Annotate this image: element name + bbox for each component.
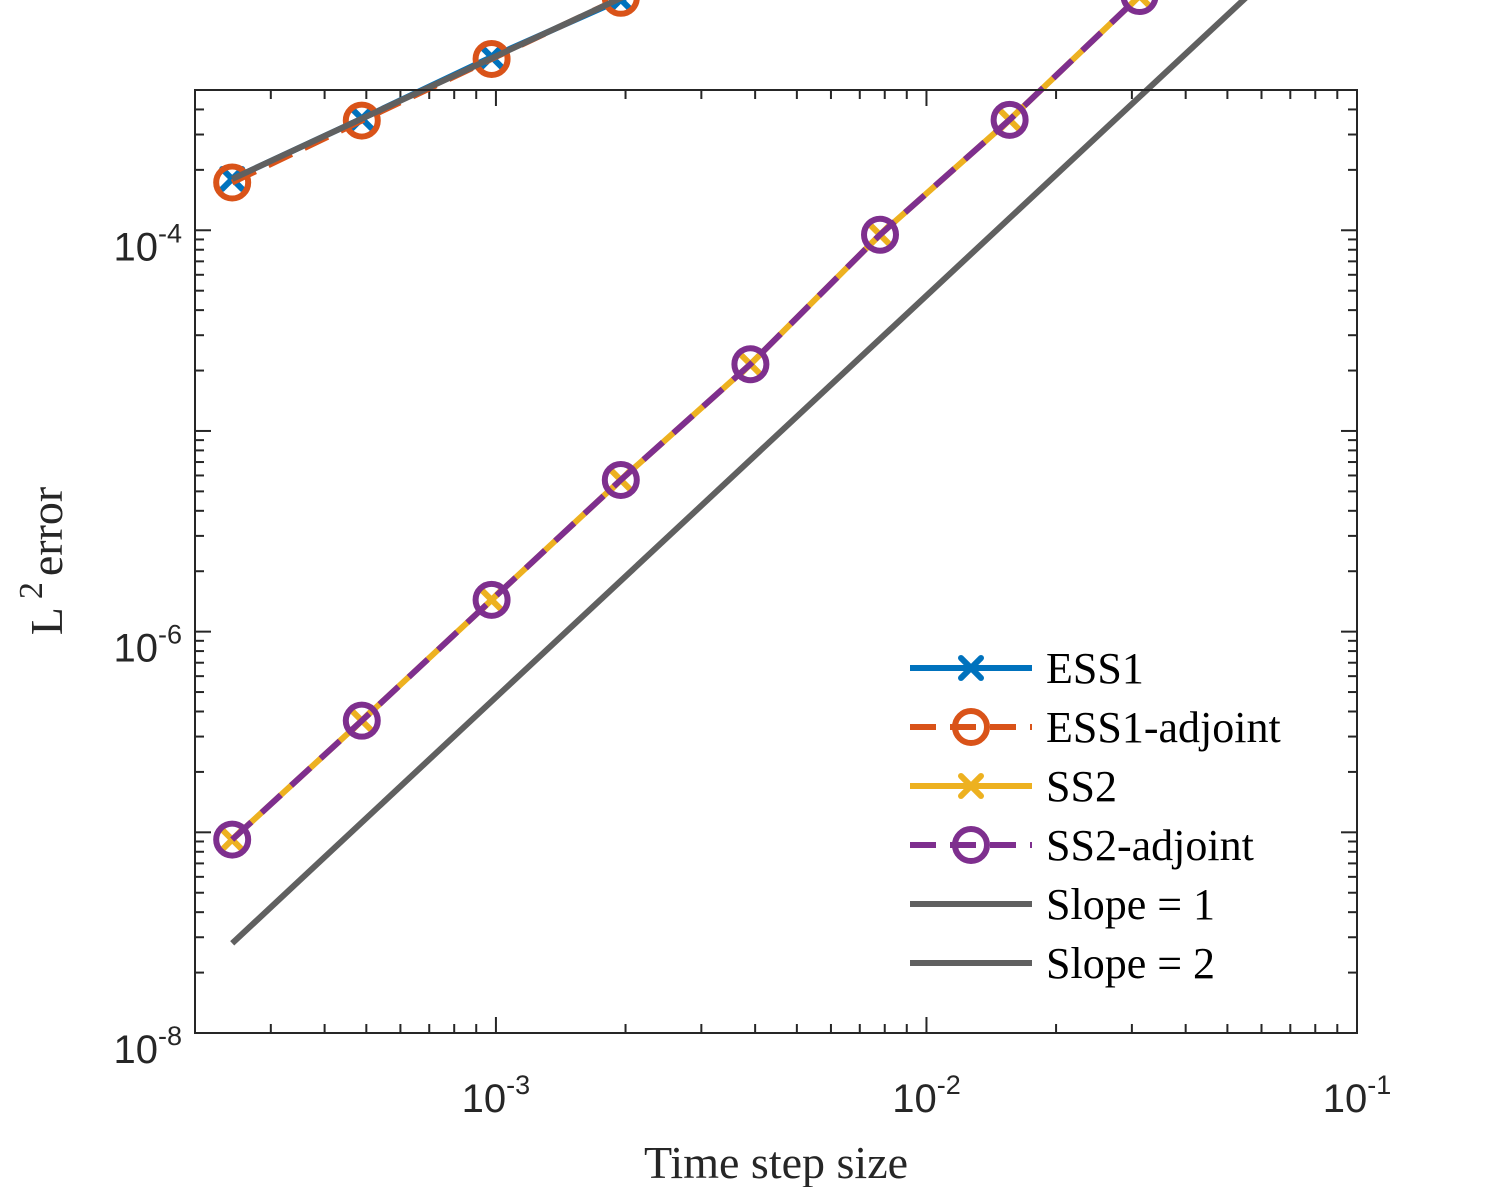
y-tick-label-exp: -4: [158, 218, 182, 248]
legend-marker-ss2: [958, 773, 984, 799]
data-point-ess1-adjoint: [472, 39, 511, 78]
x-tick-label: 10-2: [892, 1070, 961, 1121]
y-tick-label: 10-8: [113, 1021, 182, 1072]
data-point-ess1: [607, 0, 634, 13]
legend-label-ess1-adjoint: ESS1-adjoint: [1046, 703, 1281, 752]
y-axis-title-rest: error: [21, 487, 72, 576]
x-tick-label-base: 10: [1323, 1077, 1368, 1121]
legend-marker-ess1: [958, 655, 984, 681]
data-point-ess1: [219, 166, 246, 193]
series-line-ss2-adjoint: [230, 0, 1140, 842]
legend-item-slope-2: Slope = 2: [910, 939, 1215, 988]
series-line-slope-1: [230, 0, 624, 182]
legend-label-ess1: ESS1: [1046, 644, 1144, 693]
y-tick-label: 10-6: [113, 620, 182, 671]
data-point-ss2-adjoint: [861, 215, 900, 254]
legend-item-ess1: ESS1: [910, 644, 1144, 693]
y-axis-title-base: L: [21, 607, 72, 635]
data-point-ss2: [1126, 0, 1153, 10]
data-point-ess1-stroke-b: [607, 0, 625, 13]
data-point-ss2-adjoint: [472, 580, 511, 619]
legend-label-slope-1: Slope = 1: [1046, 880, 1215, 929]
data-point-ss2-adjoint: [1120, 0, 1159, 16]
data-point-ss2-adjoint: [990, 100, 1029, 139]
legend-marker-ess1-stroke-b: [958, 655, 984, 681]
data-point-ss2-adjoint: [601, 460, 640, 499]
data-point-ess1-adjoint: [601, 0, 640, 17]
legend-item-ess1-adjoint: ESS1-adjoint: [910, 703, 1281, 752]
legend-marker-ss2-adjoint: [952, 826, 990, 864]
legend-label-ss2: SS2: [1046, 762, 1117, 811]
legend-label-ss2-adjoint: SS2-adjoint: [1046, 821, 1254, 870]
series-line-slope-2: [230, 0, 1248, 946]
data-point-ess1-stroke-b: [219, 166, 246, 193]
x-tick-label: 10-3: [462, 1070, 531, 1121]
legend-item-slope-1: Slope = 1: [910, 880, 1215, 929]
x-tick-label-exp: -3: [506, 1070, 530, 1100]
x-tick-label-exp: -1: [1367, 1070, 1391, 1100]
y-tick-label-base: 10: [113, 1028, 158, 1072]
series-slope-1: [230, 0, 624, 182]
data-point-ess1-stroke-a: [616, 0, 634, 13]
svg-text:L2error: L 2 error: [13, 487, 72, 635]
legend: ESS1 ESS1-adjoint SS2 SS2-adjoint Slope = 1 S…: [910, 644, 1281, 988]
data-point-ss2-adjoint: [342, 701, 381, 740]
tick-labels: 10-310-210-110-810-610-410-2: [113, 218, 1392, 1121]
legend-marker-ss2-stroke-b: [958, 773, 984, 799]
data-point-ss2-adjoint: [731, 345, 770, 384]
x-tick-label-exp: -2: [937, 1070, 961, 1100]
y-tick-label-base: 10: [113, 225, 158, 269]
legend-marker-ess1-adjoint: [952, 708, 990, 746]
series-ss2-adjoint: [213, 0, 1159, 859]
data-point-ess1-adjoint: [213, 163, 252, 202]
data-point-ss2-stroke-a: [1139, 0, 1153, 10]
y-tick-label: 10-4: [113, 218, 182, 269]
x-axis-title: Time step size: [644, 1137, 908, 1187]
y-axis-title-sup: 2: [13, 582, 50, 599]
y-tick-label-base: 10: [113, 627, 158, 671]
x-tick-label-base: 10: [462, 1077, 507, 1121]
data-point-ess1-adjoint: [342, 101, 381, 140]
legend-item-ss2: SS2: [910, 762, 1117, 811]
plot-background: [195, 90, 1357, 1033]
series-ess1-adjoint: [213, 0, 640, 202]
series-slope-2: [230, 0, 1248, 946]
y-tick-label-exp: -8: [158, 1021, 182, 1051]
x-tick-label: 10-1: [1323, 1070, 1392, 1121]
plot-frame: [194, 89, 1358, 1034]
data-point-ss2-stroke-b: [1126, 0, 1140, 10]
legend-label-slope-2: Slope = 2: [1046, 939, 1215, 988]
y-tick-label-exp: -6: [158, 620, 182, 650]
data-point-ss2-adjoint: [213, 820, 252, 859]
y-axis-title: L 2 error: [13, 487, 72, 635]
x-tick-label-base: 10: [892, 1077, 937, 1121]
series-layer: [213, 0, 1248, 946]
legend-item-ss2-adjoint: SS2-adjoint: [910, 821, 1254, 870]
